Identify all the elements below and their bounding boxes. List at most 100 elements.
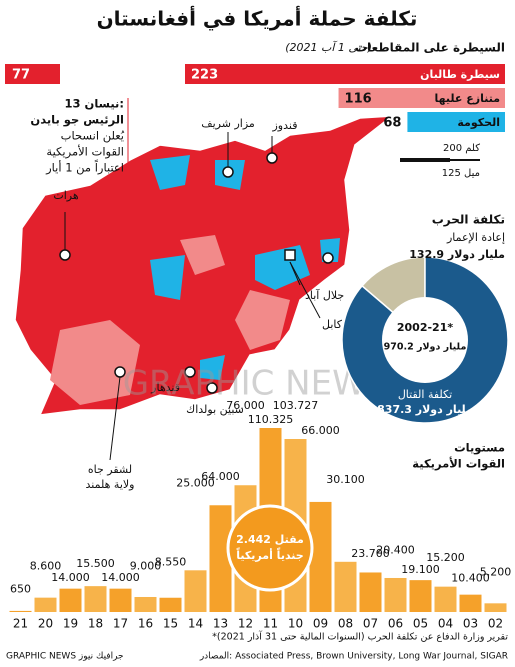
annotation-text: يُعلن انسحاب: [61, 129, 125, 144]
map-label: ولاية هلمند: [86, 478, 135, 491]
x-tick-label: 10: [288, 617, 303, 631]
value-label: 116: [345, 92, 372, 107]
deaths-text: جندياً أمريكياً: [236, 547, 303, 562]
x-tick-label: 13: [213, 617, 228, 631]
leader-lines: [64, 98, 480, 461]
x-tick-label: 16: [138, 617, 153, 631]
category-label: متنازع عليها: [435, 92, 500, 105]
deaths-circle: [226, 504, 314, 592]
category-label: الحكومة: [457, 116, 500, 129]
leader-line: [109, 376, 121, 461]
value-label: 15.500: [76, 557, 115, 570]
bar: [409, 580, 432, 612]
leader-line: [289, 261, 321, 319]
map-label: قندهار: [150, 381, 180, 394]
government-area: [150, 155, 190, 190]
bar: [359, 572, 382, 612]
value-label: 30.100: [326, 473, 365, 486]
value-label: 19.100: [401, 563, 440, 576]
bar: [34, 597, 57, 612]
bar: [434, 586, 457, 612]
value-label: 9.000: [130, 560, 162, 573]
x-tick-label: 03: [463, 617, 478, 631]
value-label: 14.000: [101, 571, 140, 584]
map-label: هرات: [53, 189, 78, 202]
value-label: 8.600: [30, 560, 62, 573]
annotation-text: القوات الأمريكية: [46, 145, 124, 160]
capital-marker: [284, 249, 296, 261]
bar: [159, 597, 182, 612]
value-label: 10.400: [451, 572, 490, 585]
pie-hole: [382, 297, 468, 383]
x-tick-label: 11: [263, 617, 278, 631]
chart-title: تكلفة الحرب: [432, 213, 505, 227]
value-label: 64.000: [201, 470, 240, 483]
value-label: 25.000: [176, 476, 215, 489]
deaths-text: مقتل 2.442: [236, 533, 304, 546]
bar: [9, 610, 32, 612]
x-tick-label: 20: [38, 617, 53, 631]
value-label: 5.200: [480, 566, 512, 579]
total-label: 2002-21*: [397, 321, 453, 334]
contested-area: [50, 320, 140, 405]
annotation-box: [5, 64, 60, 84]
x-tick-label: 08: [338, 617, 353, 631]
x-tick-label: 19: [63, 617, 78, 631]
x-tick-label: 09: [313, 617, 328, 631]
map-label: سبين بولداك: [186, 403, 244, 416]
x-tick-label: 02: [488, 617, 503, 631]
value-label: 650: [10, 583, 31, 596]
bar: [384, 577, 407, 612]
city-marker: [206, 382, 218, 394]
scale-label: 125 ميل: [442, 168, 480, 179]
footnote: *تقرير وزارة الدفاع عن تكلفة الحرب (السن…: [212, 630, 508, 643]
bar: [309, 501, 332, 612]
government-area: [200, 355, 225, 380]
x-tick-label: 06: [388, 617, 403, 631]
bar: [459, 594, 482, 612]
map-label: لشقر جاه: [88, 463, 132, 476]
bar: [109, 588, 132, 612]
bar: [407, 112, 505, 132]
x-tick-label: 18: [88, 617, 103, 631]
city-marker: [266, 152, 278, 164]
map-label: قندوز: [272, 119, 298, 132]
government-area: [255, 245, 310, 290]
chart-title: القوات الأمريكية: [412, 457, 505, 472]
total-value: 970.2 مليار دولار: [384, 342, 467, 353]
map-label: جلال آباد: [305, 288, 344, 302]
city-marker: [184, 366, 196, 378]
value-label: 110.325: [248, 413, 294, 426]
bar: [484, 603, 507, 612]
bar: [184, 570, 207, 612]
value-label: 66.000: [301, 424, 340, 437]
category-label: سيطرة طالبان: [420, 68, 500, 81]
slice-label: إعادة الإعمار: [446, 231, 505, 244]
city-marker: [322, 252, 334, 264]
annotation-text: 13 نيسان:: [65, 97, 124, 111]
chart-subtitle: (حتى 1 آب 2021): [285, 40, 372, 54]
bar: [338, 88, 505, 108]
map-label: مزار شريف: [201, 117, 255, 130]
annotation-text: الرئيس جو بايدن: [30, 113, 124, 128]
bar: [185, 64, 505, 84]
watermark: GRAPHIC NEWS: [123, 364, 388, 404]
x-tick-label: 15: [163, 617, 178, 631]
value-label: 23.700: [351, 547, 390, 560]
x-tick-label: 12: [238, 617, 253, 631]
map-label: كابل: [322, 318, 343, 331]
bar: [59, 588, 82, 612]
city-marker: [222, 166, 234, 178]
title: تكلفة حملة أمريكا في أفغانستان: [97, 5, 418, 32]
x-tick-label: 21: [13, 617, 28, 631]
bar: [209, 505, 232, 612]
x-tick-label: 14: [188, 617, 203, 631]
value-label: 8.550: [155, 555, 187, 568]
value-label: 223: [191, 68, 218, 83]
map: [14, 115, 395, 416]
source: المصادر: Associated Press, Brown Univers…: [199, 652, 508, 662]
slice-value: 132.9 مليار دولار: [409, 248, 505, 261]
contested-area: [180, 235, 225, 275]
x-tick-label: 07: [363, 617, 378, 631]
